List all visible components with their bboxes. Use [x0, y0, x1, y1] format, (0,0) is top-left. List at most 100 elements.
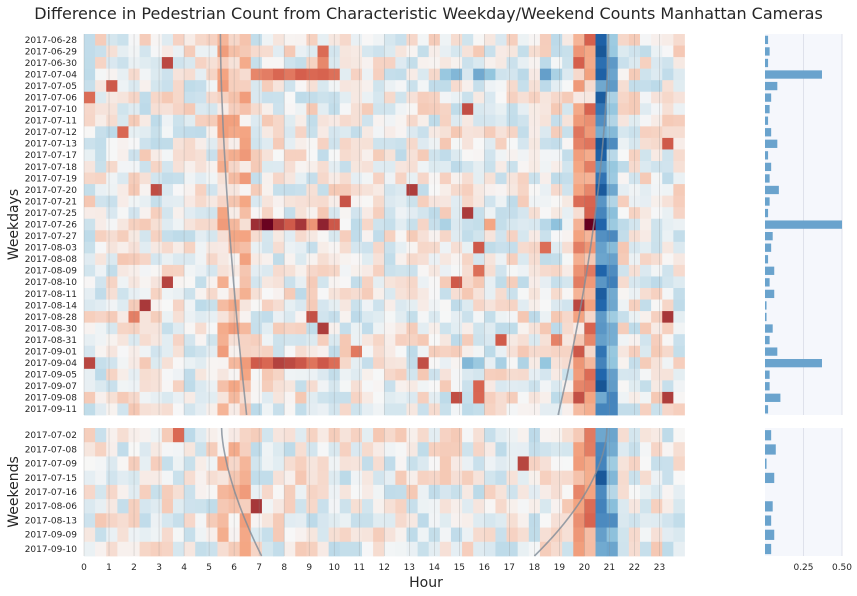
heatmap-cell: [606, 45, 619, 58]
heatmap-cell: [673, 288, 685, 300]
heatmap-cell: [617, 357, 630, 370]
heatmap-cell: [217, 91, 229, 104]
heatmap-cell: [150, 241, 163, 254]
heatmap-cell: [150, 442, 163, 457]
heatmap-cell: [261, 456, 274, 472]
heatmap-cell: [495, 334, 507, 347]
heatmap-cell: [239, 57, 252, 70]
heatmap-cell: [350, 442, 363, 457]
heatmap-cell: [339, 137, 352, 150]
heatmap-cell: [384, 357, 396, 370]
heatmap-cell: [317, 541, 330, 557]
heatmap-cell: [495, 428, 507, 443]
heatmap-cell: [206, 114, 218, 127]
heatmap-cell: [595, 184, 608, 197]
heatmap-cell: [250, 253, 263, 266]
heatmap-cell: [640, 428, 652, 443]
heatmap-cell: [295, 334, 307, 347]
heatmap-cell: [506, 299, 519, 312]
heatmap-cell: [473, 513, 485, 528]
heatmap-cell: [506, 195, 519, 208]
heatmap-cell: [184, 311, 196, 324]
bar: [765, 312, 767, 322]
heatmap-cell: [250, 80, 263, 93]
heatmap-cell: [95, 264, 107, 277]
heatmap-cell: [317, 345, 330, 358]
heatmap-cell: [139, 499, 152, 514]
heatmap-cell: [206, 442, 218, 457]
heatmap-cell: [384, 172, 396, 185]
heatmap-cell: [640, 149, 652, 162]
heatmap-cell: [417, 391, 430, 404]
heatmap-cell: [651, 513, 663, 528]
heatmap-cell: [551, 276, 563, 289]
heatmap-cell: [195, 241, 207, 254]
heatmap-cell: [84, 34, 96, 46]
heatmap-cell: [606, 368, 619, 381]
heatmap-cell: [217, 230, 229, 243]
heatmap-cell: [284, 484, 296, 500]
heatmap-cell: [617, 230, 630, 243]
heatmap-cell: [373, 126, 385, 139]
heatmap-cell: [406, 288, 418, 300]
heatmap-cell: [106, 57, 118, 70]
heatmap-cell: [150, 541, 163, 557]
heatmap-cell: [473, 527, 485, 543]
heatmap-cell: [573, 428, 585, 443]
heatmap-cell: [350, 428, 363, 443]
heatmap-cell: [651, 57, 663, 70]
heatmap-cell: [284, 311, 296, 324]
heatmap-cell: [161, 230, 174, 243]
heatmap-cell: [417, 470, 430, 486]
heatmap-cell: [573, 126, 585, 139]
heatmap-cell: [395, 299, 407, 312]
heatmap-cell: [150, 403, 163, 416]
heatmap-cell: [484, 253, 496, 266]
heatmap-cell: [284, 218, 296, 231]
heatmap-cell: [217, 57, 229, 70]
heatmap-cell: [273, 184, 285, 197]
heatmap-cell: [373, 513, 385, 528]
heatmap-cell: [373, 230, 385, 243]
row-label: 2017-08-30: [25, 324, 78, 334]
heatmap-cell: [106, 218, 118, 231]
heatmap-cell: [350, 57, 363, 70]
heatmap-cell: [450, 345, 463, 358]
heatmap-cell: [284, 45, 296, 58]
heatmap-cell: [273, 195, 285, 208]
heatmap-cell: [139, 299, 152, 312]
heatmap-cell: [373, 253, 385, 266]
heatmap-cell: [573, 288, 585, 300]
heatmap-cell: [106, 428, 118, 443]
heatmap-cell: [450, 311, 463, 324]
heatmap-cell: [662, 195, 674, 208]
heatmap-cell: [84, 322, 96, 335]
heatmap-cell: [384, 57, 396, 70]
heatmap-cell: [273, 253, 285, 266]
heatmap-cell: [84, 253, 96, 266]
bar: [765, 58, 769, 68]
bar: [765, 232, 773, 241]
heatmap-cell: [495, 470, 507, 486]
heatmap-cell: [673, 91, 685, 104]
heatmap-cell: [95, 499, 107, 514]
row-label: 2017-07-02: [25, 431, 77, 441]
heatmap-cell: [384, 527, 396, 543]
heatmap-cell: [506, 527, 519, 543]
heatmap-cell: [539, 380, 552, 393]
heatmap-cell: [450, 484, 463, 500]
heatmap-cell: [106, 207, 118, 220]
heatmap-cell: [551, 484, 563, 500]
heatmap-cell: [439, 161, 452, 173]
heatmap-cell: [595, 34, 608, 46]
heatmap-cell: [250, 513, 263, 528]
heatmap-cell: [195, 264, 207, 277]
heatmap-cell: [350, 288, 363, 300]
row-label: 2017-07-25: [25, 209, 77, 219]
heatmap-cell: [117, 288, 129, 300]
heatmap-cell: [406, 68, 418, 81]
heatmap-cell: [495, 161, 507, 173]
heatmap-cell: [417, 288, 430, 300]
heatmap-cell: [450, 442, 463, 457]
heatmap-cell: [450, 230, 463, 243]
